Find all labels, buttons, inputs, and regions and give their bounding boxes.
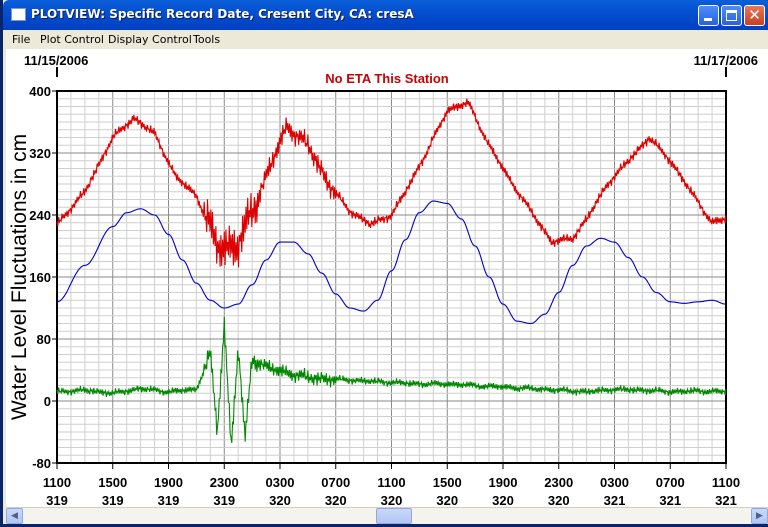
menu-bar: File Plot Control Display Control Tools: [6, 30, 768, 49]
menu-tools[interactable]: Tools: [193, 33, 221, 46]
y-tick-label: 80: [37, 332, 51, 347]
minimize-button[interactable]: [698, 5, 719, 26]
menu-plot-control[interactable]: Plot Control: [40, 33, 104, 46]
series-line-predicted: [56, 200, 726, 325]
x-tick-time-label: 1900: [489, 475, 518, 490]
date-right-label: 11/17/2006: [694, 53, 758, 68]
minimize-icon: [704, 18, 712, 21]
horizontal-scrollbar[interactable]: ◀ ▶: [6, 507, 768, 524]
window-title: PLOTVIEW: Specific Record Date, Cresent …: [31, 7, 414, 21]
x-tick-day-label: 319: [158, 493, 180, 507]
water-level-chart: -80 0 80 160 240 320 400 1100 319 1500 319 1900 319…: [8, 53, 758, 508]
x-tick-day-label: 320: [492, 493, 514, 507]
x-tick-time-label: 1500: [98, 475, 127, 490]
maximize-icon: [726, 10, 737, 21]
scroll-right-button[interactable]: ▶: [751, 508, 768, 524]
y-tick-label: 320: [29, 146, 51, 161]
x-tick-time-label: 1500: [433, 475, 462, 490]
x-tick-time-label: 2300: [544, 475, 573, 490]
x-tick-time-label: 1100: [43, 475, 71, 490]
y-tick-label: 0: [44, 394, 51, 409]
menu-file[interactable]: File: [12, 33, 31, 46]
scroll-left-button[interactable]: ◀: [6, 508, 23, 524]
x-tick-time-label: 1100: [377, 475, 405, 490]
x-tick-time-label: 0300: [600, 475, 629, 490]
x-tick-time-label: 2300: [210, 475, 239, 490]
app-icon: [11, 8, 26, 21]
title-bar[interactable]: PLOTVIEW: Specific Record Date, Cresent …: [3, 0, 768, 30]
x-tick-day-label: 320: [269, 493, 291, 507]
y-axis-label: Water Level Fluctuations in cm: [8, 134, 31, 420]
x-tick-time-label: 0700: [321, 475, 350, 490]
x-tick-day-label: 320: [381, 493, 403, 507]
x-tick-time-label: 0700: [656, 475, 685, 490]
x-tick-day-label: 321: [659, 493, 681, 507]
x-tick-day-label: 319: [46, 493, 68, 507]
x-tick-day-label: 321: [715, 493, 737, 507]
x-tick-time-label: 1900: [154, 475, 183, 490]
scroll-thumb[interactable]: [376, 508, 412, 524]
x-tick-day-label: 319: [213, 493, 235, 507]
arrow-left-icon: ◀: [11, 511, 18, 521]
plot-grid: [56, 90, 727, 464]
close-button[interactable]: ✕: [744, 5, 765, 26]
x-tick-time-label: 1100: [712, 475, 740, 490]
menu-display-control[interactable]: Display Control: [108, 33, 192, 46]
eta-notice: No ETA This Station: [325, 71, 449, 86]
close-icon: ✕: [748, 6, 761, 24]
date-left-label: 11/15/2006: [24, 53, 88, 68]
y-tick-label: 400: [29, 84, 51, 99]
x-tick-day-label: 320: [325, 493, 347, 507]
series-line-observed: [56, 98, 727, 268]
maximize-button[interactable]: [721, 5, 742, 26]
x-tick-day-label: 321: [604, 493, 626, 507]
x-tick-day-label: 320: [548, 493, 570, 507]
arrow-right-icon: ▶: [756, 511, 763, 521]
x-tick-time-label: 0300: [266, 475, 295, 490]
series-line-residual: [56, 316, 727, 443]
x-tick-day-label: 320: [436, 493, 458, 507]
x-tick-day-label: 319: [102, 493, 124, 507]
plot-area[interactable]: -80 0 80 160 240 320 400 1100 319 1500 319 1900 319…: [6, 49, 768, 508]
y-tick-label: 160: [29, 270, 51, 285]
y-tick-label: -80: [32, 456, 51, 471]
y-tick-label: 240: [29, 208, 51, 223]
